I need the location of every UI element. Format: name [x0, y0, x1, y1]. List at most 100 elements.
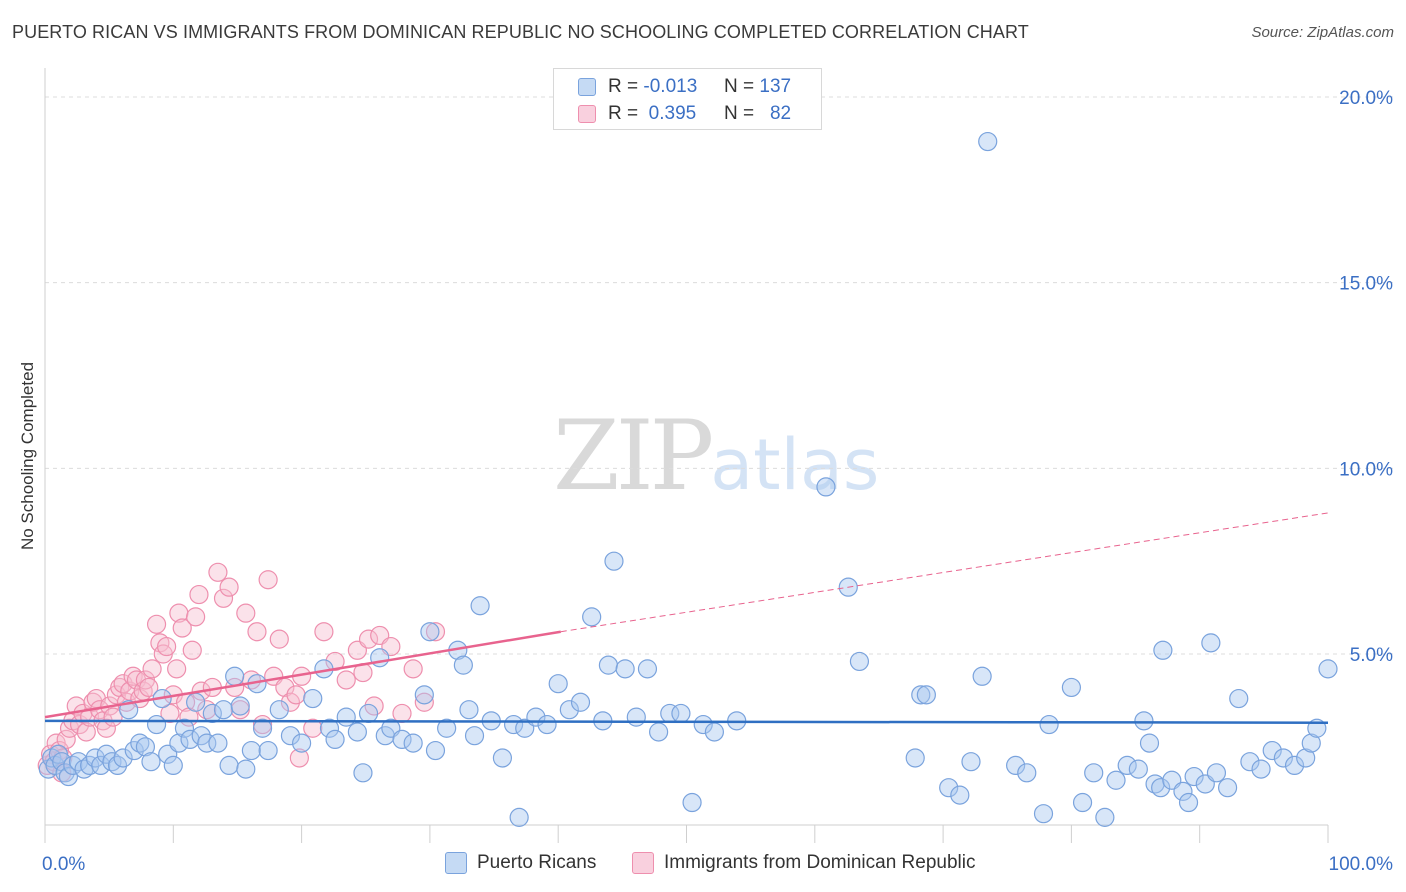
puerto-rican-trend-line [44, 719, 1329, 724]
dominican-point [139, 677, 159, 698]
puerto-rican-point [280, 726, 301, 746]
puerto-rican-point [358, 703, 379, 724]
dominican-point [303, 718, 323, 738]
puerto-rican-point [269, 700, 289, 720]
dominican-point [123, 666, 143, 686]
puerto-rican-point [425, 740, 446, 761]
puerto-rican-point [1139, 733, 1160, 753]
puerto-rican-point [570, 692, 591, 712]
dominican-point [146, 614, 167, 634]
puerto-rican-point [1173, 781, 1193, 801]
puerto-rican-point [537, 714, 557, 735]
dominican-trend-line [44, 630, 561, 719]
y-tick-label: 15.0% [1339, 274, 1393, 295]
puerto-rican-point [626, 707, 646, 727]
puerto-rican-point [58, 766, 79, 787]
dominican-point [186, 607, 206, 627]
legend-row-puerto-rican: R = -0.013 N = 137 [578, 74, 791, 100]
puerto-rican-point [258, 740, 278, 761]
puerto-rican-point [1151, 778, 1171, 798]
puerto-rican-point [682, 792, 702, 813]
x-tick-label: 100.0% [1329, 854, 1394, 875]
puerto-rican-point [55, 763, 75, 783]
dominican-point [392, 703, 412, 724]
watermark: ZIPatlas [553, 400, 879, 512]
puerto-rican-point [1006, 755, 1026, 776]
puerto-rican-point [916, 685, 936, 705]
dominican-point [142, 659, 162, 679]
puerto-rican-point [202, 703, 222, 724]
y-tick-label: 5.0% [1350, 645, 1393, 666]
puerto-rican-point [972, 666, 992, 686]
dominican-point [258, 570, 278, 590]
puerto-rican-point [604, 551, 624, 571]
chart-title: PUERTO RICAN VS IMMIGRANTS FROM DOMINICA… [12, 22, 1029, 42]
puerto-rican-point [420, 622, 440, 642]
bottom-legend-dominican: Immigrants from Dominican Republic [632, 851, 976, 875]
puerto-rican-point [135, 737, 156, 757]
puerto-rican-point [1296, 748, 1316, 768]
puerto-rican-point [1072, 792, 1093, 813]
puerto-rican-point [582, 607, 602, 627]
puerto-rican-point [548, 674, 568, 694]
puerto-rican-point [347, 722, 367, 742]
x-tick-labels: 0.0% 100.0% [42, 854, 1393, 875]
puerto-rican-point [559, 700, 579, 720]
puerto-rican-point [816, 477, 836, 497]
puerto-rican-point [169, 733, 189, 753]
legend-n-value: 137 [759, 76, 792, 97]
puerto-rican-point [63, 755, 83, 776]
puerto-rican-point [598, 655, 619, 675]
puerto-rican-point [1240, 752, 1260, 772]
dominican-point [197, 700, 217, 720]
puerto-rican-point [186, 692, 206, 712]
dominican-point [269, 629, 289, 649]
puerto-rican-point [146, 714, 167, 735]
trend-lines [44, 512, 1329, 724]
puerto-rican-point [950, 785, 970, 805]
puerto-rican-point [292, 733, 312, 753]
legend-row-dominican: R = 0.395 N = 82 [578, 101, 791, 127]
puerto-rican-point [459, 700, 479, 720]
puerto-rican-point [615, 659, 635, 679]
puerto-rican-point [303, 688, 323, 709]
dominican-point [236, 603, 256, 623]
puerto-rican-point [637, 659, 658, 679]
dominican-point [56, 729, 76, 750]
dominican-point [160, 703, 180, 724]
dominican-point [76, 722, 96, 742]
axes [44, 68, 1329, 843]
puerto-rican-point [102, 752, 122, 772]
dominican-point [286, 685, 306, 705]
puerto-rican-point [1229, 688, 1249, 709]
puerto-rican-point [141, 752, 161, 772]
y-tick-label: 10.0% [1339, 459, 1393, 480]
dominican-point [358, 629, 379, 649]
puerto-rican-point [208, 733, 228, 753]
watermark-zip: ZIP [553, 400, 714, 512]
puerto-rican-point [91, 755, 111, 776]
dominican-point [289, 748, 309, 768]
puerto-rican-point [163, 755, 183, 776]
legend-n-value: 82 [769, 103, 792, 124]
dominican-point [336, 670, 356, 690]
legend-label: Puerto Ricans [477, 852, 597, 873]
puerto-rican-point [1039, 714, 1059, 735]
puerto-rican-point [219, 755, 239, 776]
y-tick-label: 20.0% [1339, 88, 1393, 109]
puerto-rican-point [978, 131, 998, 152]
legend-swatch-pink [632, 852, 654, 874]
dominican-point [314, 622, 334, 642]
puerto-rican-point [414, 685, 434, 705]
puerto-rican-point [1095, 807, 1115, 827]
puerto-rican-point [1217, 778, 1238, 798]
puerto-rican-point [197, 733, 217, 753]
dominican-point [182, 640, 202, 660]
puerto-rican-point [1061, 677, 1082, 698]
puerto-rican-point [1318, 659, 1338, 679]
y-tick-labels: 5.0% 10.0% 15.0% 20.0% [1339, 88, 1393, 666]
legend-swatch-pink [578, 105, 596, 123]
puerto-rican-point [353, 763, 373, 783]
puerto-rican-point [252, 718, 273, 738]
